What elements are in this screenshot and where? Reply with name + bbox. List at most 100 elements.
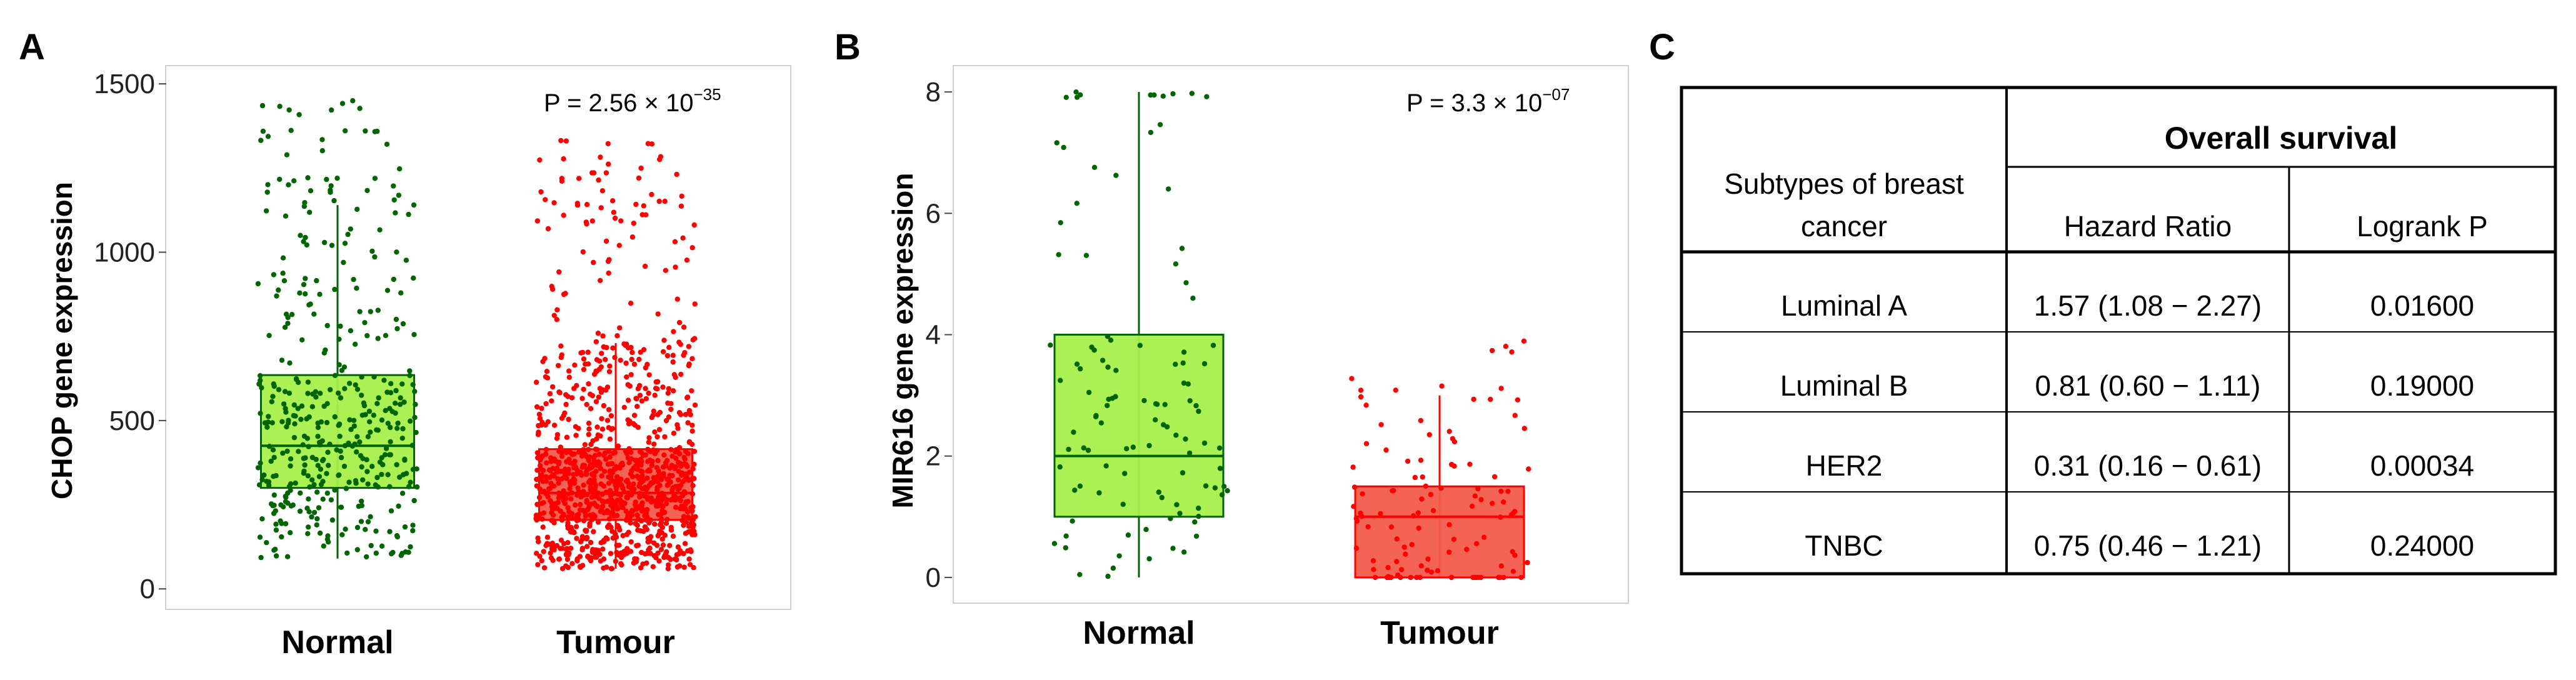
data-point [620, 532, 626, 539]
data-point [563, 138, 569, 144]
data-point [368, 429, 373, 435]
data-point [1370, 558, 1376, 564]
data-point [538, 457, 543, 462]
data-point [626, 446, 632, 452]
data-point [1491, 474, 1498, 479]
data-point [670, 533, 676, 539]
data-point [1187, 398, 1193, 404]
data-point [354, 386, 361, 392]
data-point [1203, 483, 1209, 489]
data-point [285, 500, 291, 506]
data-point [668, 524, 674, 531]
data-point [535, 432, 541, 438]
data-point [603, 456, 609, 462]
data-point [411, 275, 416, 281]
data-point [679, 193, 684, 199]
data-point [589, 494, 594, 500]
data-point [288, 128, 294, 133]
data-point [399, 491, 406, 496]
data-point [586, 426, 592, 432]
data-point [1481, 534, 1487, 540]
data-point [1077, 483, 1083, 489]
data-point [1122, 471, 1128, 476]
data-point [377, 227, 383, 232]
data-point [257, 534, 263, 540]
data-point [541, 549, 546, 554]
data-point [354, 286, 359, 291]
data-point [634, 404, 640, 409]
data-point [384, 141, 390, 147]
data-point [329, 242, 335, 248]
data-point [332, 414, 338, 420]
data-point [258, 554, 264, 561]
data-point [628, 549, 634, 554]
data-point [611, 209, 617, 215]
data-point [609, 198, 616, 204]
data-point [574, 382, 579, 389]
data-point [402, 458, 408, 463]
data-point [607, 363, 613, 369]
data-point [541, 565, 548, 571]
data-point [606, 516, 613, 522]
data-point [636, 476, 642, 481]
boxplot-tumour [1349, 338, 1531, 581]
data-point [307, 209, 313, 215]
data-point [582, 442, 588, 448]
data-point [1106, 396, 1111, 402]
data-point [598, 205, 604, 211]
data-point [629, 508, 636, 514]
data-point [1489, 348, 1495, 354]
data-point [346, 381, 353, 386]
table-cell-hazard: 0.81 (0.60 − 1.11) [2035, 369, 2260, 402]
data-point [1378, 422, 1384, 428]
data-point [691, 222, 697, 228]
data-point [269, 420, 275, 426]
data-point [287, 360, 293, 366]
data-point [410, 382, 416, 388]
y-tick-label: 4 [926, 320, 941, 351]
data-point [672, 239, 678, 244]
data-point [323, 347, 328, 353]
data-point [1105, 402, 1110, 409]
data-point [1423, 483, 1428, 489]
data-point [599, 498, 605, 504]
data-point [686, 344, 692, 349]
data-point [302, 462, 308, 468]
table-cell-subtype: TNBC [1805, 529, 1883, 562]
table-row-header-line2: cancer [1801, 210, 1887, 242]
data-point [612, 215, 618, 221]
data-point [675, 544, 681, 550]
data-point [1448, 574, 1455, 581]
data-point [341, 364, 348, 370]
data-point [599, 426, 606, 432]
data-point [536, 494, 543, 501]
data-point [678, 371, 684, 378]
data-point [324, 419, 330, 426]
data-point [270, 502, 276, 509]
data-point [359, 502, 364, 509]
data-point [661, 496, 667, 501]
data-point [1161, 422, 1166, 428]
data-point [559, 518, 565, 523]
data-point [650, 564, 656, 569]
data-point [401, 399, 407, 405]
data-point [539, 419, 545, 425]
data-point [324, 471, 329, 476]
data-point [598, 154, 603, 160]
data-point [537, 157, 543, 163]
data-point [348, 427, 354, 432]
data-point [297, 290, 303, 296]
data-point [265, 134, 271, 139]
data-point [304, 242, 309, 248]
data-point [601, 402, 607, 409]
data-point [1512, 509, 1518, 514]
data-point [1363, 402, 1369, 408]
data-point [365, 434, 371, 439]
panel-letter-a: A [19, 27, 45, 68]
data-point [338, 395, 344, 401]
data-point [1521, 338, 1527, 344]
data-point [265, 182, 271, 188]
data-point [1512, 412, 1518, 418]
data-point [559, 176, 564, 181]
